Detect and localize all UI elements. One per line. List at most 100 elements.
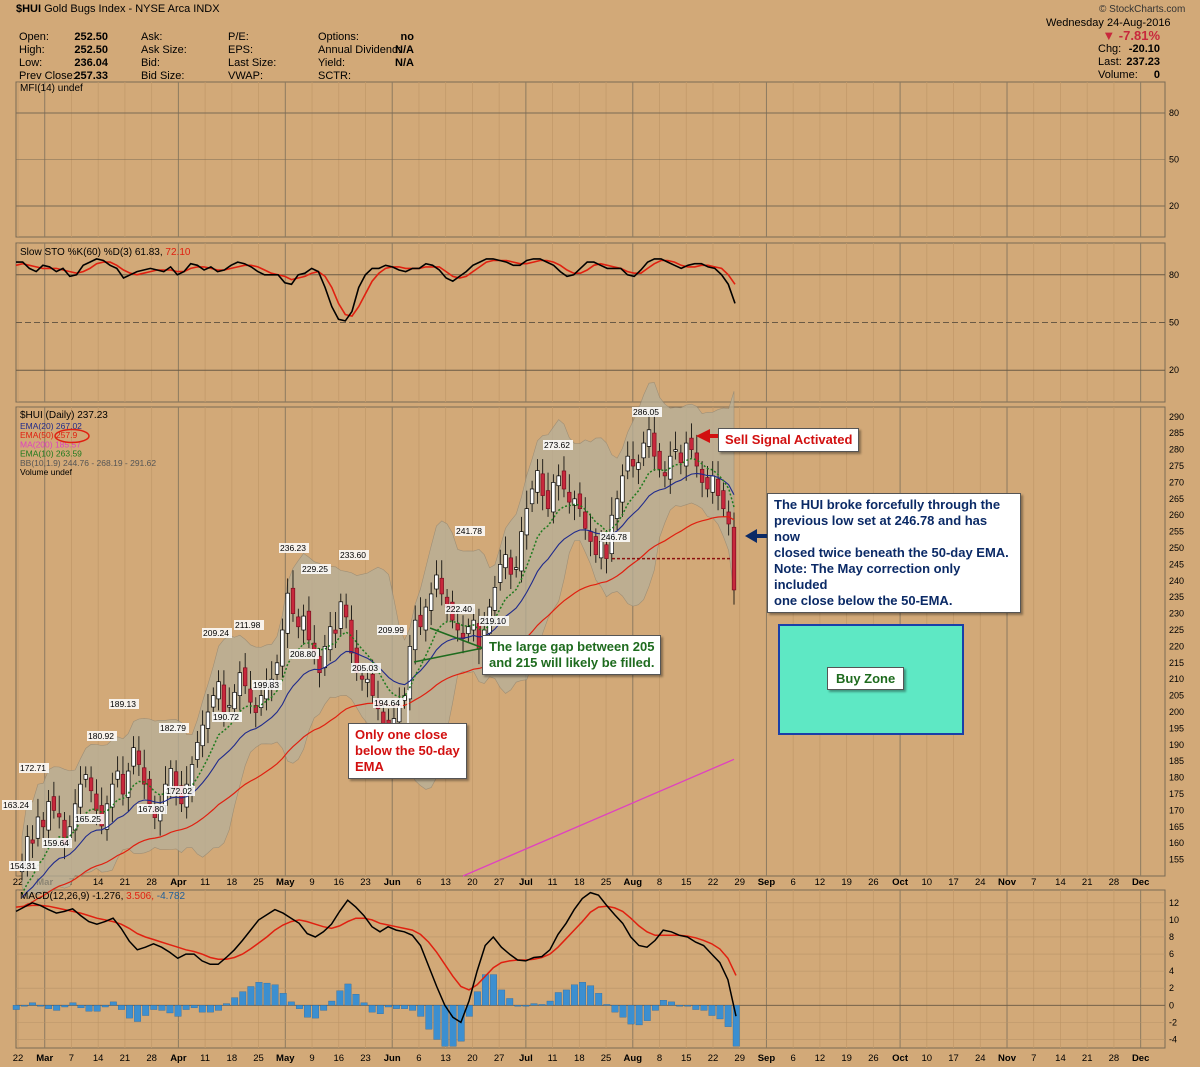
price-legend-item: Volume undef [20,467,73,477]
price-y-tick: 250 [1169,543,1184,553]
ema50-legend-circle [54,428,90,444]
gap-pointer-2 [413,647,484,663]
candle-body [588,531,593,542]
x-tick-label: 13 [440,1053,451,1064]
macd-title-signal: 3.506, [123,891,154,902]
macd-histogram-bar [207,1005,214,1013]
price-annotation-bg [301,564,331,574]
candle-body [529,488,535,505]
quote-summary-values: -20.10 237.23 0 [1118,43,1160,82]
price-y-tick: 210 [1169,674,1184,684]
ema10-line [21,457,735,895]
x-tick-label: Nov [998,1053,1017,1064]
price-annotation-bg [19,763,49,773]
macd-histogram-bar [93,1005,101,1012]
options-label: Options: [318,31,359,43]
price-annotation: 154.31 [10,861,36,871]
candle-body [88,777,94,792]
candle-body [232,691,237,710]
macd-histogram-bar [295,1005,303,1009]
candle-body [439,577,444,595]
candle-body [296,616,301,628]
price-annotation-bg [339,550,369,560]
macd-histogram-bar [53,1005,61,1011]
x-tick-label: Dec [1132,1053,1149,1064]
candle-body [322,646,328,669]
x-tick-label: Jun [384,1053,401,1064]
price-y-tick: 225 [1169,625,1184,635]
x-tick-label: 21 [120,1053,131,1064]
candle-body [237,672,243,696]
price-y-tick: 280 [1169,445,1184,455]
price-annotation-bg [455,526,485,536]
candle-body [301,615,306,631]
x-tick-label: Apr [170,877,187,888]
x-tick-label: 28 [146,877,157,888]
x-tick-label: 17 [948,1053,959,1064]
candle-body [620,475,625,503]
macd-y-tick: 2 [1169,983,1174,993]
x-tick-label: 7 [1031,1053,1036,1064]
macd-histogram-bar [732,1005,740,1047]
price-annotation: 233.60 [340,550,366,560]
macd-histogram-bar [482,974,489,1006]
x-tick-label: 12 [815,877,826,888]
panel-frame-macd [15,889,1166,1049]
volume-label: Volume: [1098,69,1138,81]
x-tick-label: 16 [333,877,344,888]
gap-line-2: and 215 will likely be filled. [489,655,655,670]
sto-title: Slow STO %K(60) %D(3) 61.83, 72.10 [20,247,191,258]
candle-body [630,459,636,467]
x-tick-label: 14 [93,877,104,888]
x-tick-label: Sep [758,1053,776,1064]
x-tick-label: 10 [922,877,933,888]
x-tick-label: 29 [734,1053,745,1064]
macd-histogram-bar [684,1005,692,1007]
macd-histogram-bar [538,1004,546,1006]
price-annotation: 286.05 [633,407,659,417]
x-tick-label: 22 [708,1053,719,1064]
candle-body [599,541,604,559]
price-annotation-bg [165,786,195,796]
price-annotation-bg [2,800,32,810]
candle-body [94,793,99,811]
candle-body [338,601,343,629]
x-tick-label: 15 [681,877,692,888]
macd-histogram-bar [69,1002,77,1006]
x-tick-label: 9 [309,877,314,888]
x-tick-label: 25 [601,1053,612,1064]
sctr-label: SCTR: [318,70,351,82]
candle-body [200,724,205,747]
candle-body [561,470,567,490]
x-tick-label: 8 [657,1053,662,1064]
macd-histogram-bar [676,1005,684,1007]
price-y-tick: 245 [1169,559,1184,569]
x-tick-label: Dec [1132,877,1149,888]
price-annotation: 163.24 [3,800,29,810]
candle-body [216,681,221,700]
macd-histogram-bar [441,1005,449,1047]
price-y-tick: 220 [1169,641,1184,651]
candle-body [365,678,370,683]
x-tick-label: 24 [975,1053,986,1064]
macd-title: MACD(12,26,9) -1.276, 3.506, -4.782 [20,891,186,902]
candle-body [41,819,46,828]
sto-y-tick: 20 [1169,365,1179,375]
macd-y-tick: 6 [1169,949,1174,959]
candle-body [646,429,652,447]
candle-body [306,610,312,641]
price-annotation: 246.78 [601,532,627,542]
buy-zone-label: Buy Zone [827,667,905,690]
candle-body [227,705,232,708]
macd-y-tick: -4 [1169,1034,1177,1044]
price-y-tick: 240 [1169,576,1184,586]
macd-histogram-bar [595,993,603,1006]
price-y-tick: 275 [1169,461,1184,471]
macd-histogram-bar [401,1005,408,1009]
quote-labels: Ask: Ask Size: Bid: Bid Size: [141,31,187,83]
macd-histogram-bar [530,1003,538,1006]
price-annotation: 229.25 [302,564,328,574]
macd-histogram-bar [336,990,344,1006]
x-tick-label: Aug [624,1053,643,1064]
price-y-tick: 230 [1169,609,1184,619]
